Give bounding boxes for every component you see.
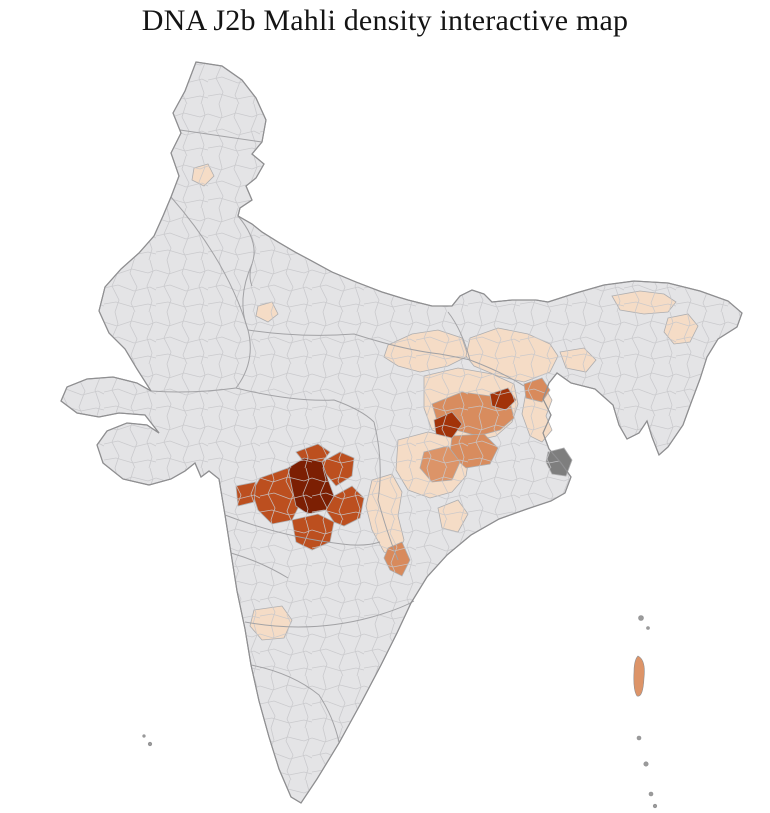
island-dot[interactable]	[636, 735, 642, 741]
island-dot[interactable]	[638, 615, 644, 621]
state-line	[224, 514, 381, 546]
island-dot[interactable]	[147, 741, 153, 747]
island-dot[interactable]	[643, 761, 649, 767]
map-title: DNA J2b Mahli density interactive map	[141, 4, 629, 37]
andaman-island-patch[interactable]	[633, 655, 645, 697]
state-line	[247, 329, 471, 361]
state-line	[150, 387, 237, 393]
state-line	[447, 311, 471, 361]
island-dot[interactable]	[652, 803, 658, 809]
island-dot[interactable]	[142, 734, 146, 738]
state-line	[235, 387, 375, 423]
state-line	[230, 552, 289, 579]
islands	[142, 615, 658, 809]
state-line	[179, 129, 263, 143]
state-line	[250, 664, 340, 743]
district-boundaries-overlay	[61, 62, 742, 803]
state-line	[469, 359, 525, 387]
state-line	[244, 600, 415, 628]
state-line	[242, 263, 253, 331]
state-line	[373, 421, 399, 561]
island-dot[interactable]	[646, 626, 650, 630]
state-boundaries	[150, 129, 525, 743]
island-dot[interactable]	[648, 791, 654, 797]
state-line	[170, 196, 251, 389]
